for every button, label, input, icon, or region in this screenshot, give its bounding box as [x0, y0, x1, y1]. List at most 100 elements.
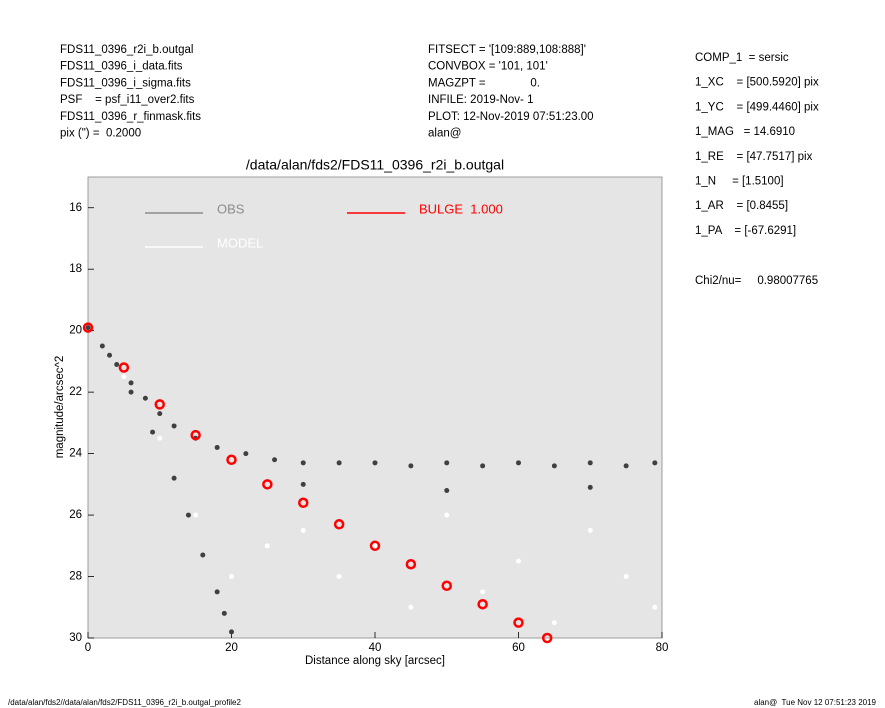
- legend-label: OBS: [217, 201, 245, 216]
- y-tick-label: 26: [69, 509, 82, 521]
- x-tick-label: 40: [369, 642, 382, 654]
- data-point: [408, 463, 414, 469]
- y-tick-label: 22: [69, 386, 82, 398]
- data-point: [587, 484, 593, 490]
- data-point: [107, 352, 113, 358]
- data-point: [298, 497, 309, 509]
- data-point: [513, 617, 524, 628]
- data-point: [623, 574, 629, 580]
- data-point: [587, 460, 593, 466]
- data-point: [587, 527, 593, 533]
- data-point: [214, 444, 220, 450]
- data-point: [99, 343, 105, 349]
- data-point: [300, 460, 306, 466]
- plot-background: [87, 176, 663, 639]
- data-point: [408, 604, 414, 610]
- data-point: [171, 423, 177, 429]
- data-point: [300, 481, 306, 487]
- data-point: [121, 374, 127, 380]
- data-point: [157, 435, 163, 441]
- data-point: [372, 543, 378, 549]
- data-point: [516, 558, 521, 564]
- data-point: [185, 512, 191, 518]
- data-point: [229, 629, 234, 635]
- data-point: [264, 543, 270, 549]
- parameter-line: 1_MAG = 14.6910: [695, 126, 795, 138]
- x-tick-label: 20: [225, 642, 238, 654]
- data-point: [190, 429, 201, 441]
- data-point: [541, 632, 553, 644]
- data-point: [150, 429, 156, 435]
- data-point: [193, 512, 199, 518]
- data-point: [200, 552, 206, 558]
- data-point: [118, 362, 130, 373]
- parameter-line: 1_N = [1.5100]: [695, 176, 784, 188]
- y-tick-label: 18: [69, 263, 82, 275]
- data-point: [128, 389, 134, 395]
- header-left-line: pix (") = 0.2000: [60, 128, 141, 140]
- data-point: [226, 454, 237, 465]
- y-tick-label: 28: [69, 571, 82, 583]
- data-point: [480, 463, 486, 469]
- data-point: [229, 574, 234, 580]
- data-point: [171, 475, 177, 481]
- y-axis-label: magnitude/arcsec^2: [54, 356, 66, 459]
- parameter-line: 1_AR = [0.8455]: [695, 200, 788, 212]
- y-tick-label: 16: [69, 202, 82, 214]
- x-tick-label: 60: [512, 642, 525, 654]
- parameter-line: 1_PA = [-67.6291]: [695, 225, 796, 237]
- data-point: [300, 527, 306, 533]
- data-point: [652, 460, 658, 466]
- data-point: [142, 395, 148, 401]
- data-point: [214, 589, 220, 595]
- header-middle-line: INFILE: 2019-Nov- 1: [428, 94, 533, 106]
- data-point: [372, 460, 378, 466]
- header-middle-line: alan@: [428, 128, 461, 140]
- y-tick-label: 20: [69, 325, 82, 337]
- data-point: [444, 460, 450, 466]
- parameter-line: 1_YC = [499.4460] pix: [695, 101, 819, 113]
- data-point: [516, 460, 521, 466]
- data-point: [551, 620, 557, 626]
- header-middle-line: CONVBOX = '101, 101': [428, 61, 548, 73]
- footer-left: /data/alan/fds2//data/alan/fds2/FDS11_03…: [8, 698, 241, 707]
- x-axis-label: Distance along sky [arcsec]: [305, 655, 445, 667]
- parameter-line: 1_RE = [47.7517] pix: [695, 151, 813, 163]
- chart-title: /data/alan/fds2/FDS11_0396_r2i_b.outgal: [246, 157, 504, 173]
- data-point: [444, 512, 450, 518]
- data-point: [652, 604, 658, 610]
- data-point: [441, 580, 452, 592]
- parameter-line: COMP_1 = sersic: [695, 52, 789, 64]
- data-point: [405, 558, 417, 570]
- data-point: [480, 589, 486, 595]
- data-point: [114, 361, 120, 367]
- y-tick-label: 24: [69, 448, 82, 460]
- data-point: [336, 460, 342, 466]
- y-tick-label: 30: [69, 632, 82, 644]
- header-middle-line: PLOT: 12-Nov-2019 07:51:23.00: [428, 111, 594, 123]
- data-point: [477, 598, 488, 610]
- data-point: [551, 463, 557, 469]
- parameter-line: 1_XC = [500.5920] pix: [695, 77, 819, 89]
- data-point: [369, 540, 381, 552]
- data-point: [444, 487, 450, 493]
- data-point: [221, 610, 227, 616]
- footer-right: alan@ Tue Nov 12 07:51:23 2019: [754, 698, 877, 707]
- header-left-line: FDS11_0396_i_sigma.fits: [60, 77, 191, 89]
- header-middle-line: MAGZPT = 0.: [428, 77, 540, 89]
- data-point: [157, 411, 163, 417]
- legend-label: MODEL: [217, 235, 263, 250]
- header-left-line: PSF = psf_i11_over2.fits: [60, 94, 195, 106]
- legend-label: BULGE 1.000: [419, 201, 503, 216]
- data-point: [623, 463, 629, 469]
- data-point: [85, 325, 91, 331]
- data-point: [82, 322, 94, 333]
- header-left-line: FDS11_0396_r2i_b.outgal: [60, 44, 193, 56]
- data-point: [243, 451, 249, 457]
- data-point: [336, 574, 342, 580]
- chi2: Chi2/nu= 0.98007765: [695, 275, 818, 287]
- header-left-line: FDS11_0396_r_finmask.fits: [60, 111, 201, 123]
- header-middle-line: FITSECT = '[109:889,108:888]': [428, 44, 586, 56]
